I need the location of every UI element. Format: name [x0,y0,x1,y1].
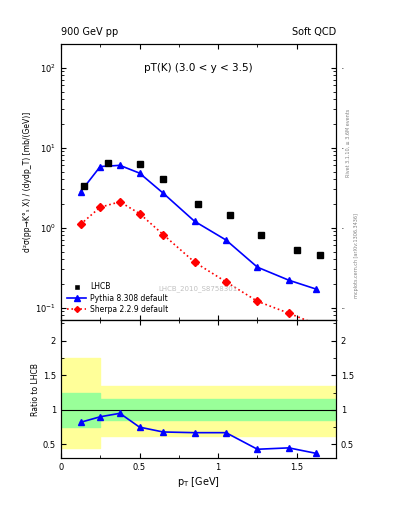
Text: Rivet 3.1.10, ≥ 3.6M events: Rivet 3.1.10, ≥ 3.6M events [346,109,351,178]
Text: LHCB_2010_S8758301: LHCB_2010_S8758301 [159,286,238,292]
Text: mcplots.cern.ch [arXiv:1306.3436]: mcplots.cern.ch [arXiv:1306.3436] [354,214,359,298]
Text: 900 GeV pp: 900 GeV pp [61,27,118,37]
Y-axis label: Ratio to LHCB: Ratio to LHCB [31,362,40,416]
Text: pT(K) (3.0 < y < 3.5): pT(K) (3.0 < y < 3.5) [144,63,253,73]
Text: Soft QCD: Soft QCD [292,27,336,37]
Y-axis label: d²σ(pp→K°ₛ X) / (dydp_T) [mb/(GeV)]: d²σ(pp→K°ₛ X) / (dydp_T) [mb/(GeV)] [24,112,33,252]
X-axis label: p$_\mathrm{T}$ [GeV]: p$_\mathrm{T}$ [GeV] [177,475,220,489]
Legend: LHCB, Pythia 8.308 default, Sherpa 2.2.9 default: LHCB, Pythia 8.308 default, Sherpa 2.2.9… [65,280,171,316]
